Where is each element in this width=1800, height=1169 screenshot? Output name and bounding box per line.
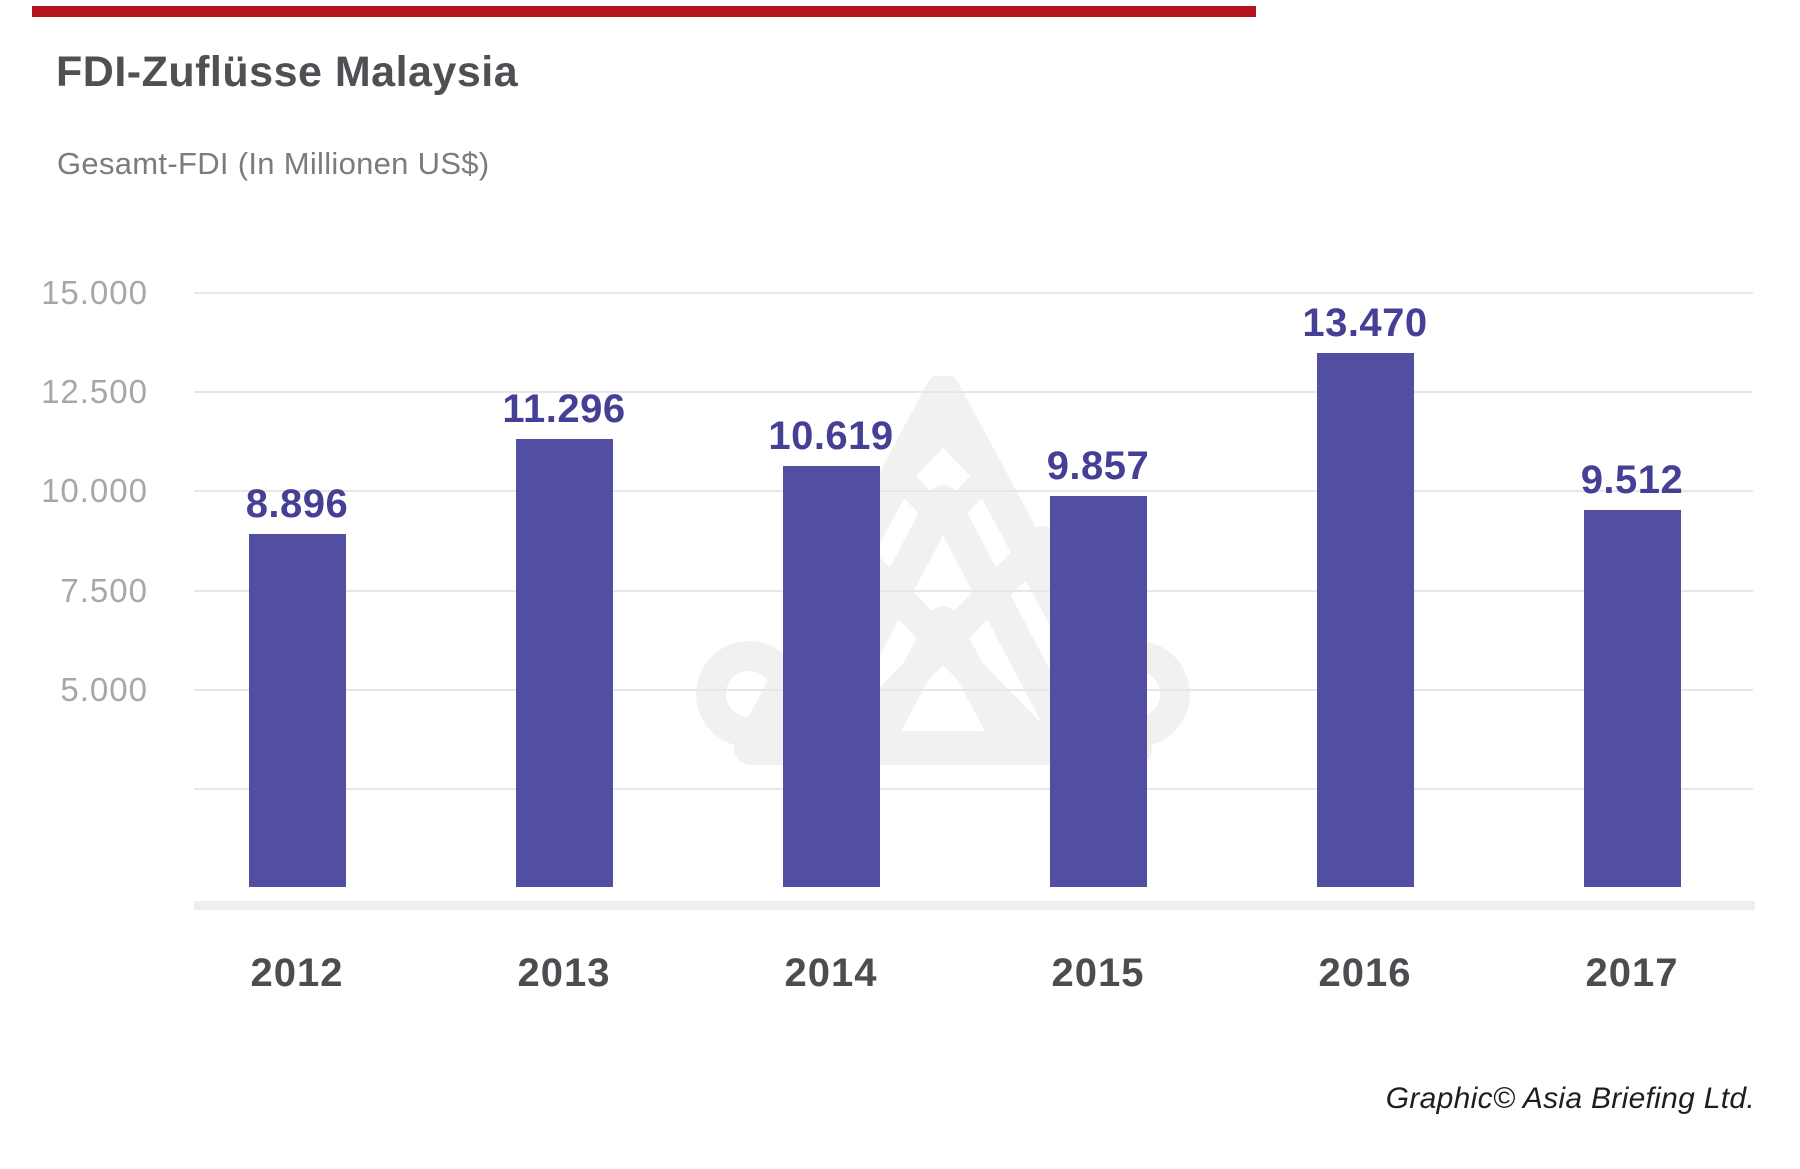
bar-2014 [782, 466, 880, 887]
chart-subtitle: Gesamt-FDI (In Millionen US$) [57, 146, 490, 181]
x-axis-label-2014: 2014 [784, 951, 878, 995]
bar-value-label: 9.857 [1046, 444, 1150, 488]
x-axis-baseline [194, 901, 1755, 910]
bar-value-label: 8.896 [245, 482, 349, 526]
bar-value-label: 11.296 [502, 387, 626, 431]
y-axis-tick-label: 7.500 [60, 572, 148, 609]
bar-2015 [1049, 496, 1147, 887]
x-axis-label-2015: 2015 [1051, 951, 1145, 995]
bar-2013 [515, 439, 613, 887]
bar-2017 [1583, 510, 1681, 887]
gridline [194, 590, 1753, 592]
y-axis-tick-label: 15.000 [41, 274, 148, 311]
y-axis-tick-label: 5.000 [60, 671, 148, 708]
gridline [194, 391, 1753, 393]
x-axis-label-2012: 2012 [250, 951, 344, 995]
y-axis-tick-label: 10.000 [41, 472, 148, 509]
bar-2016 [1316, 353, 1414, 887]
x-axis-label-2016: 2016 [1318, 951, 1412, 995]
gridline [194, 689, 1753, 691]
bar-value-label: 9.512 [1580, 458, 1684, 502]
credit-text: Graphic© Asia Briefing Ltd. [1385, 1082, 1755, 1115]
y-axis-tick-label: 12.500 [41, 373, 148, 410]
accent-bar [32, 6, 1256, 17]
bar-value-label: 10.619 [768, 414, 894, 458]
bar-2012 [248, 534, 346, 887]
gridline [194, 788, 1753, 790]
x-axis-label-2013: 2013 [517, 951, 611, 995]
bar-value-label: 13.470 [1302, 301, 1428, 345]
gridline [194, 292, 1753, 294]
chart-title: FDI-Zuflüsse Malaysia [56, 48, 519, 96]
x-axis-label-2017: 2017 [1585, 951, 1679, 995]
gridline [194, 490, 1753, 492]
